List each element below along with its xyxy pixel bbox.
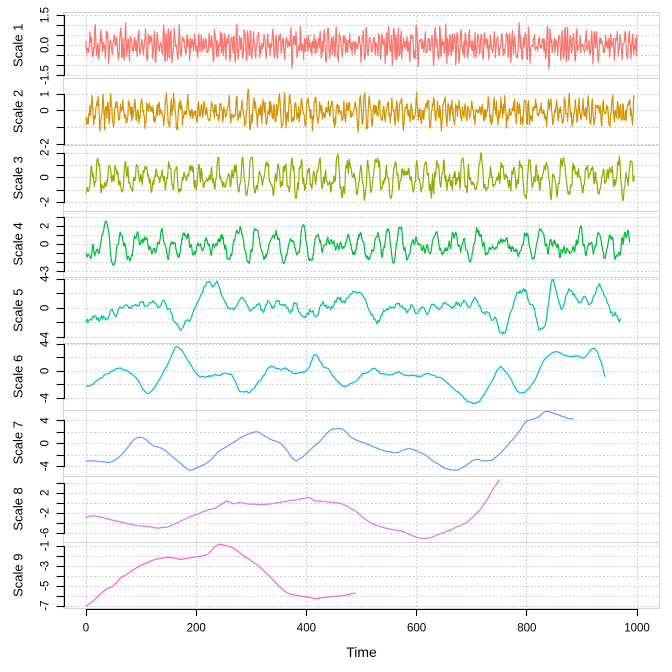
- svg-text:400: 400: [297, 622, 316, 634]
- svg-text:0: 0: [83, 622, 89, 634]
- svg-text:2: 2: [40, 490, 52, 496]
- svg-text:4: 4: [40, 340, 52, 347]
- svg-text:Scale 3: Scale 3: [10, 156, 25, 199]
- svg-text:Scale 8: Scale 8: [10, 487, 25, 530]
- svg-text:0: 0: [40, 241, 52, 247]
- svg-text:Scale 1: Scale 1: [10, 24, 25, 67]
- svg-text:Scale 4: Scale 4: [10, 222, 25, 265]
- svg-text:-4: -4: [40, 331, 52, 342]
- svg-text:1.5: 1.5: [40, 7, 52, 23]
- svg-text:2: 2: [40, 223, 52, 229]
- svg-text:-6: -6: [40, 528, 52, 538]
- svg-text:Scale 5: Scale 5: [10, 289, 25, 332]
- svg-text:-4: -4: [40, 460, 52, 471]
- svg-text:Scale 7: Scale 7: [10, 421, 25, 464]
- svg-text:-3: -3: [40, 266, 52, 276]
- svg-text:-7: -7: [40, 600, 52, 610]
- svg-text:0: 0: [40, 174, 52, 180]
- svg-text:1: 1: [40, 91, 52, 97]
- svg-text:Scale 2: Scale 2: [10, 90, 25, 133]
- svg-text:0: 0: [40, 305, 52, 311]
- svg-text:-2: -2: [40, 197, 52, 207]
- svg-text:-2: -2: [40, 508, 52, 518]
- svg-text:-3: -3: [40, 561, 52, 571]
- svg-text:-5: -5: [40, 581, 52, 591]
- svg-text:600: 600: [407, 622, 426, 634]
- svg-text:Scale 9: Scale 9: [10, 554, 25, 597]
- svg-text:4: 4: [40, 417, 52, 424]
- svg-text:Scale 6: Scale 6: [10, 355, 25, 398]
- svg-text:0: 0: [40, 107, 52, 113]
- svg-text:-2: -2: [40, 138, 52, 148]
- svg-text:Time: Time: [346, 644, 377, 660]
- svg-text:-1.5: -1.5: [40, 65, 52, 85]
- svg-text:1000: 1000: [624, 622, 650, 634]
- svg-text:200: 200: [187, 622, 206, 634]
- svg-text:-1: -1: [40, 541, 52, 551]
- svg-text:800: 800: [517, 622, 536, 634]
- svg-text:0: 0: [40, 440, 52, 446]
- svg-text:0.0: 0.0: [40, 37, 52, 53]
- svg-text:4: 4: [40, 275, 52, 282]
- svg-text:-4: -4: [40, 392, 52, 403]
- svg-text:0: 0: [40, 368, 52, 374]
- svg-text:2: 2: [40, 150, 52, 156]
